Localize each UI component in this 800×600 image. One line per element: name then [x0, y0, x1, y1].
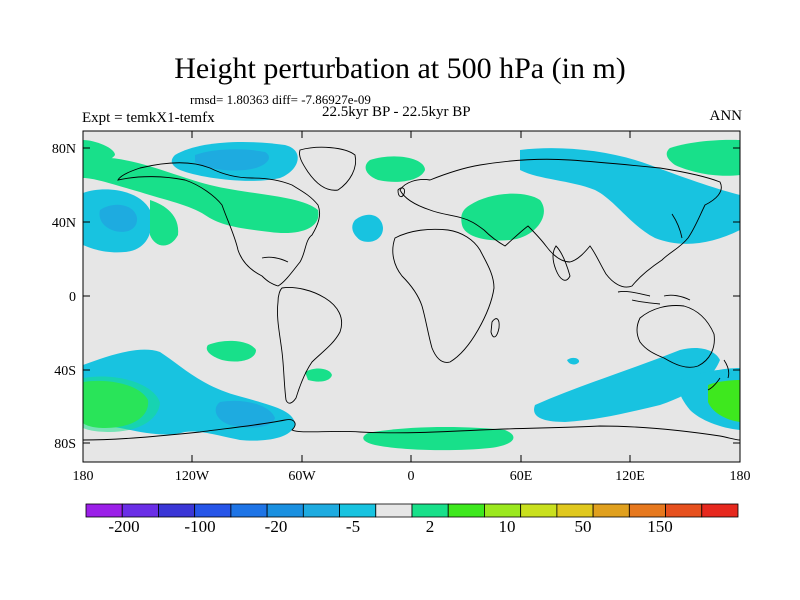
- coast-eurasia: [399, 158, 722, 288]
- colorbar-label: -100: [184, 517, 216, 536]
- colorbar-swatch: [85, 503, 123, 518]
- lon-label-0: 0: [408, 469, 415, 484]
- coastlines: [83, 146, 740, 441]
- coast-british-isles: [397, 187, 405, 198]
- lon-label-120e: 120E: [615, 469, 645, 484]
- colorbar-swatch: [665, 503, 703, 518]
- colorbar-label: -20: [264, 517, 288, 536]
- colorbar-swatch: [121, 503, 159, 518]
- colorbar-label: 2: [425, 517, 435, 536]
- colorbar-swatch: [158, 503, 196, 518]
- coast-south-america: [277, 287, 343, 404]
- coast-indonesia: [617, 291, 691, 305]
- lon-label-60e: 60E: [510, 469, 533, 484]
- lon-label-120w: 120W: [175, 469, 210, 484]
- colorbar-swatch: [556, 503, 594, 518]
- coast-australia: [636, 305, 715, 368]
- colorbar-swatch: [701, 503, 739, 518]
- colorbar-swatch: [230, 503, 268, 518]
- field-small-cyan-indian: [567, 357, 580, 365]
- colorbar-label: -200: [108, 517, 140, 536]
- coast-india: [552, 245, 571, 281]
- experiment-label: Expt = temkX1-temfx: [82, 110, 215, 126]
- colorbar-swatch: [520, 503, 558, 518]
- colorbar-label: -5: [345, 517, 361, 536]
- field-eurasia-cyan: [520, 148, 740, 244]
- coast-greenland: [299, 146, 357, 191]
- colorbar-swatch: [339, 503, 377, 518]
- field-green-inlet: [150, 200, 179, 246]
- field-arctic-blue: [195, 149, 269, 171]
- lat-tick-labels: 80N 40N 0 40S 80S: [52, 142, 76, 452]
- field-sh-small-green: [305, 368, 332, 382]
- colorbar-swatch: [375, 503, 413, 518]
- colorbar-label: 50: [574, 517, 592, 536]
- coast-north-america: [117, 162, 321, 287]
- coast-antarctica: [83, 419, 740, 441]
- colorbar: [85, 503, 739, 518]
- field-antarctic-green: [363, 426, 514, 451]
- colorbar-swatch: [592, 503, 630, 518]
- field-arctic-west-green: [83, 140, 115, 164]
- field-indian-ocean-cyan: [534, 348, 720, 422]
- colorbar-swatch: [266, 503, 304, 518]
- colorbar-swatch: [194, 503, 232, 518]
- field-north-pacific-blue: [99, 204, 138, 232]
- field-north-atlantic-green: [365, 156, 425, 182]
- field-arctic-east-green: [666, 139, 740, 176]
- coast-caribbean: [261, 256, 289, 263]
- lon-tick-labels: 180 120W 60W 0 60E 120E 180: [73, 469, 751, 484]
- field-atlantic-cyan: [352, 214, 383, 242]
- colorbar-swatch: [302, 503, 340, 518]
- lat-label-80n: 80N: [52, 142, 76, 157]
- colorbar-label: 10: [498, 517, 516, 536]
- colorbar-swatch: [447, 503, 485, 518]
- lat-label-40s: 40S: [54, 364, 76, 379]
- coast-new-zealand: [707, 359, 730, 391]
- lon-ticks: [82, 131, 741, 462]
- coast-madagascar: [490, 318, 500, 338]
- lon-label-180e: 180: [730, 469, 751, 484]
- chart-title: Height perturbation at 500 hPa (in m): [174, 52, 626, 85]
- colorbar-swatch: [484, 503, 522, 518]
- lat-ticks: [83, 147, 740, 444]
- field-se-pacific-green: [708, 380, 740, 422]
- lon-label-60w: 60W: [288, 469, 316, 484]
- colorbar-label: 150: [647, 517, 673, 536]
- field-south-pacific-lightgreen: [83, 376, 160, 432]
- period-label: 22.5kyr BP - 22.5kyr BP: [322, 104, 471, 120]
- season-label: ANN: [709, 108, 743, 124]
- stats-line: rmsd= 1.80363 diff= -7.86927e-09: [190, 92, 371, 107]
- colorbar-swatch: [628, 503, 666, 518]
- lat-label-40n: 40N: [52, 216, 76, 231]
- coast-japan: [671, 213, 683, 239]
- lat-label-80s: 80S: [54, 437, 76, 452]
- lon-label-180w: 180: [73, 469, 94, 484]
- field-south-pacific-blue: [215, 400, 275, 428]
- field-sh-west-green: [206, 340, 256, 362]
- colorbar-swatch: [411, 503, 449, 518]
- lat-label-0: 0: [69, 290, 76, 305]
- coast-africa: [392, 228, 495, 363]
